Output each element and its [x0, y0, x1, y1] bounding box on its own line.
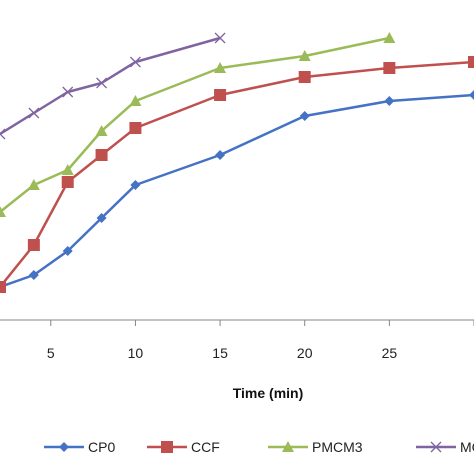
data-point	[96, 77, 108, 89]
legend-label: CP0	[88, 439, 115, 455]
data-point	[61, 164, 74, 175]
series-pmcm3	[0, 32, 396, 217]
data-point	[129, 95, 142, 106]
legend-item: MCM3	[416, 439, 474, 455]
data-point	[0, 281, 6, 293]
legend-marker	[161, 441, 173, 453]
series-line	[0, 36, 221, 136]
series-line	[0, 36, 390, 213]
data-point	[469, 90, 474, 100]
x-tick-label: 5	[47, 345, 55, 361]
legend-label: PMCM3	[312, 439, 363, 455]
data-point	[215, 150, 226, 160]
x-axis-title: Time (min)	[233, 385, 304, 401]
data-point	[0, 128, 6, 140]
data-point	[61, 176, 74, 188]
data-point	[27, 239, 40, 251]
data-point	[28, 107, 40, 119]
data-point	[0, 206, 6, 217]
data-point	[383, 32, 396, 43]
data-point	[384, 96, 395, 106]
data-point	[214, 89, 227, 101]
x-tick-label: 25	[382, 345, 398, 361]
series-line	[0, 93, 474, 289]
legend: CP0 CCF PMCM3 MCM3	[44, 439, 474, 455]
data-point	[298, 50, 311, 61]
series-mcm3	[0, 32, 226, 140]
x-tick-label: 10	[128, 345, 144, 361]
legend-label: MCM3	[460, 439, 474, 455]
legend-marker	[430, 441, 442, 453]
data-point	[95, 149, 108, 161]
data-point	[62, 86, 74, 98]
series-ccf	[0, 56, 474, 293]
legend-item: CP0	[44, 439, 115, 455]
data-point	[129, 56, 141, 68]
data-point	[95, 125, 108, 136]
data-point	[468, 56, 474, 68]
data-point	[298, 71, 311, 83]
data-point	[96, 213, 107, 223]
data-point	[130, 180, 141, 190]
data-point	[214, 32, 226, 44]
series-cp0	[0, 90, 474, 292]
data-point	[214, 62, 227, 73]
data-point	[129, 122, 142, 134]
x-axis-ticks: 5 10 15 20 25	[47, 320, 474, 361]
legend-marker	[282, 441, 294, 452]
x-tick-label: 15	[212, 345, 228, 361]
legend-marker	[59, 442, 69, 452]
data-point	[28, 270, 39, 280]
x-tick-label: 20	[297, 345, 313, 361]
plot-area	[0, 32, 474, 293]
legend-label: CCF	[191, 439, 220, 455]
legend-item: CCF	[147, 439, 220, 455]
legend-item: PMCM3	[268, 439, 363, 455]
data-point	[383, 62, 396, 74]
data-point	[62, 246, 73, 256]
data-point	[299, 111, 310, 121]
data-point	[27, 179, 40, 190]
